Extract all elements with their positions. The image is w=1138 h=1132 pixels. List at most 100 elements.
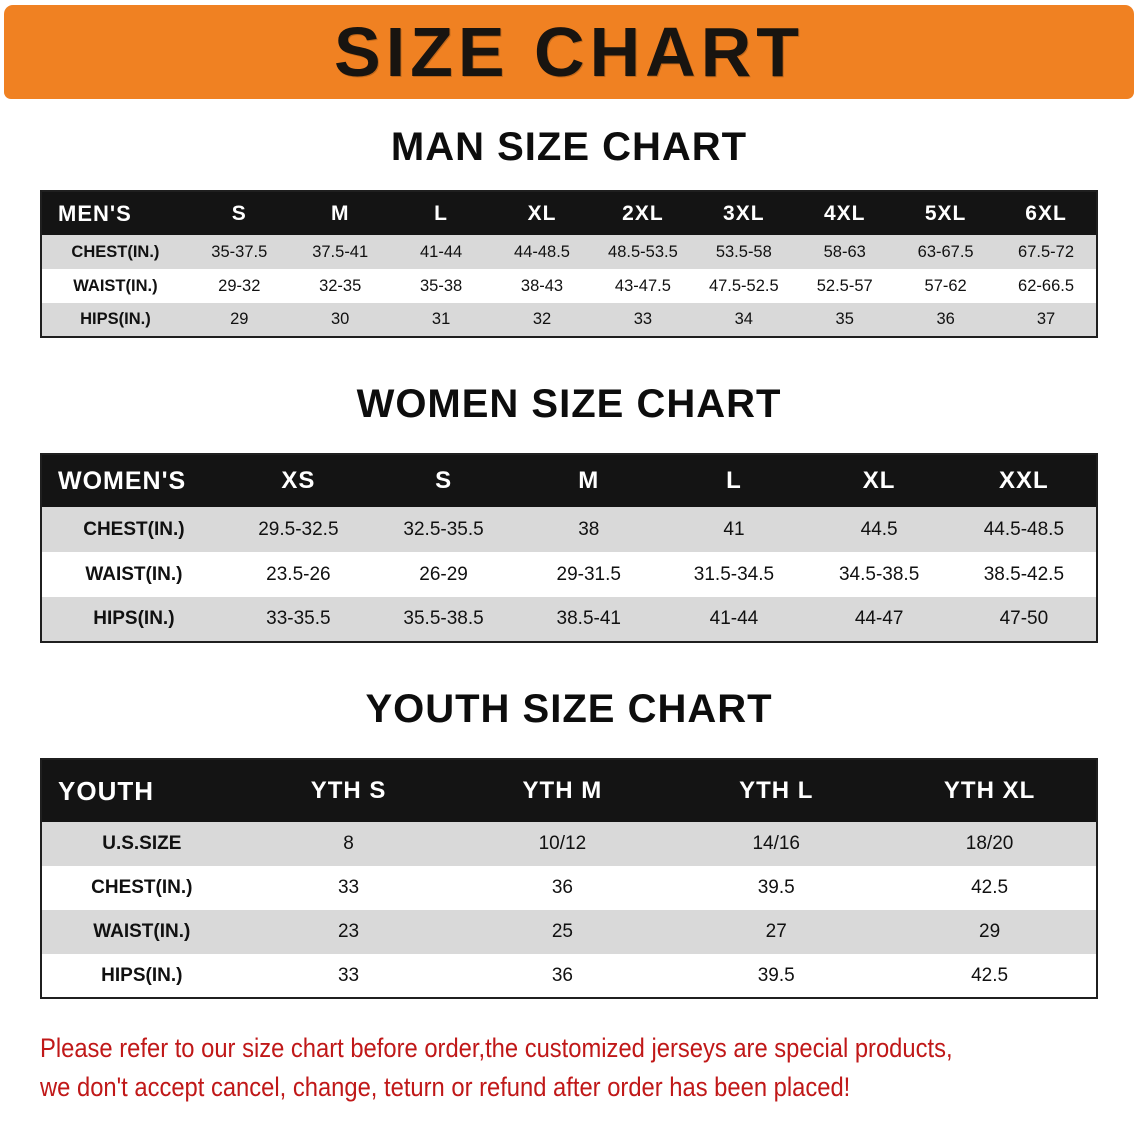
size-value: 44.5-48.5 (951, 507, 1097, 552)
row-label: U.S.SIZE (41, 822, 242, 866)
size-value: 35 (794, 303, 896, 337)
size-value: 29 (883, 910, 1097, 954)
table-row: WAIST(IN.) 29-32 32-35 35-38 38-43 43-47.5 47.… (41, 269, 1097, 303)
row-label: HIPS(IN.) (41, 597, 226, 642)
size-value: 33 (592, 303, 694, 337)
size-value: 30 (289, 303, 391, 337)
size-column-header: YTH M (455, 759, 670, 822)
size-value: 29-31.5 (516, 552, 662, 597)
men-size-chart-section: MAN SIZE CHART MEN'S S M L XL 2XL 3XL 4XL 5XL 6XL C… (40, 125, 1098, 338)
row-label: HIPS(IN.) (41, 303, 189, 337)
size-value: 31 (390, 303, 492, 337)
youth-size-table: YOUTH YTH S YTH M YTH L YTH XL U.S.SIZE 8 10/12… (40, 758, 1098, 999)
size-value: 10/12 (455, 822, 670, 866)
size-value: 29.5-32.5 (225, 507, 371, 552)
row-label: CHEST(IN.) (41, 507, 226, 552)
size-value: 33-35.5 (225, 597, 371, 642)
table-row: CHEST(IN.) 29.5-32.5 32.5-35.5 38 41 44.5 44.5… (41, 507, 1097, 552)
size-value: 41 (661, 507, 807, 552)
row-label: CHEST(IN.) (41, 866, 242, 910)
size-value: 36 (455, 954, 670, 998)
size-value: 35-38 (390, 269, 492, 303)
size-value: 44-48.5 (491, 235, 593, 269)
size-value: 32.5-35.5 (370, 507, 517, 552)
women-table-title: WOMEN'S (41, 454, 226, 507)
size-value: 36 (895, 303, 997, 337)
size-value: 34.5-38.5 (806, 552, 952, 597)
size-column-header: 4XL (794, 191, 896, 235)
women-size-chart-section: WOMEN SIZE CHART WOMEN'S XS S M L XL XXL CHEST(I… (40, 382, 1098, 643)
size-value: 29-32 (188, 269, 290, 303)
size-column-header: YTH S (241, 759, 456, 822)
table-row: HIPS(IN.) 29 30 31 32 33 34 35 36 37 (41, 303, 1097, 337)
size-column-header: L (661, 454, 807, 507)
size-value: 38.5-42.5 (951, 552, 1097, 597)
youth-size-chart-section: YOUTH SIZE CHART YOUTH YTH S YTH M YTH L YTH … (40, 687, 1098, 999)
size-value: 48.5-53.5 (592, 235, 694, 269)
charts-container: MAN SIZE CHART MEN'S S M L XL 2XL 3XL 4XL 5XL 6XL C… (0, 125, 1138, 999)
size-value: 42.5 (883, 866, 1097, 910)
size-value: 34 (693, 303, 795, 337)
table-row: CHEST(IN.) 35-37.5 37.5-41 41-44 44-48.5 48.5… (41, 235, 1097, 269)
header-row: WOMEN'S XS S M L XL XXL (41, 454, 1097, 507)
size-column-header: XL (806, 454, 952, 507)
size-value: 42.5 (883, 954, 1097, 998)
size-column-header: 6XL (996, 191, 1097, 235)
disclaimer-line-2: we don't accept cancel, change, teturn o… (40, 1072, 851, 1103)
row-label: WAIST(IN.) (41, 269, 189, 303)
size-column-header: M (289, 191, 391, 235)
disclaimer: Please refer to our size chart before or… (40, 1029, 1098, 1107)
size-column-header: 5XL (895, 191, 997, 235)
size-value: 57-62 (895, 269, 997, 303)
size-value: 58-63 (794, 235, 896, 269)
size-value: 32 (491, 303, 593, 337)
size-value: 29 (188, 303, 290, 337)
table-row: WAIST(IN.) 23.5-26 26-29 29-31.5 31.5-34.5 34… (41, 552, 1097, 597)
row-label: CHEST(IN.) (41, 235, 189, 269)
size-value: 47-50 (951, 597, 1097, 642)
size-column-header: YTH XL (883, 759, 1097, 822)
size-value: 62-66.5 (996, 269, 1097, 303)
size-value: 26-29 (370, 552, 517, 597)
size-value: 38-43 (491, 269, 593, 303)
size-column-header: XL (491, 191, 593, 235)
size-column-header: 2XL (592, 191, 694, 235)
size-value: 33 (241, 866, 456, 910)
size-column-header: YTH L (669, 759, 884, 822)
size-value: 38.5-41 (516, 597, 662, 642)
size-value: 27 (669, 910, 884, 954)
size-value: 23.5-26 (225, 552, 371, 597)
size-column-header: S (370, 454, 517, 507)
table-row: WAIST(IN.) 23 25 27 29 (41, 910, 1097, 954)
size-value: 37.5-41 (289, 235, 391, 269)
size-column-header: S (188, 191, 290, 235)
size-value: 43-47.5 (592, 269, 694, 303)
size-value: 35-37.5 (188, 235, 290, 269)
header-row: YOUTH YTH S YTH M YTH L YTH XL (41, 759, 1097, 822)
table-row: HIPS(IN.) 33 36 39.5 42.5 (41, 954, 1097, 998)
size-value: 38 (516, 507, 662, 552)
size-value: 25 (455, 910, 670, 954)
row-label: WAIST(IN.) (41, 552, 226, 597)
size-value: 63-67.5 (895, 235, 997, 269)
size-value: 31.5-34.5 (661, 552, 807, 597)
banner: SIZE CHART (4, 5, 1134, 99)
size-value: 32-35 (289, 269, 391, 303)
size-column-header: L (390, 191, 492, 235)
size-column-header: M (516, 454, 662, 507)
size-column-header: 3XL (693, 191, 795, 235)
size-value: 8 (241, 822, 456, 866)
size-value: 41-44 (661, 597, 807, 642)
size-value: 44-47 (806, 597, 952, 642)
page-title: SIZE CHART (334, 13, 804, 91)
table-row: CHEST(IN.) 33 36 39.5 42.5 (41, 866, 1097, 910)
disclaimer-line-1: Please refer to our size chart before or… (40, 1033, 953, 1063)
size-value: 67.5-72 (996, 235, 1097, 269)
men-table-title: MEN'S (41, 191, 189, 235)
size-column-header: XXL (951, 454, 1097, 507)
size-column-header: XS (225, 454, 371, 507)
women-chart-heading: WOMEN SIZE CHART (356, 382, 782, 426)
table-row: U.S.SIZE 8 10/12 14/16 18/20 (41, 822, 1097, 866)
header-row: MEN'S S M L XL 2XL 3XL 4XL 5XL 6XL (41, 191, 1097, 235)
